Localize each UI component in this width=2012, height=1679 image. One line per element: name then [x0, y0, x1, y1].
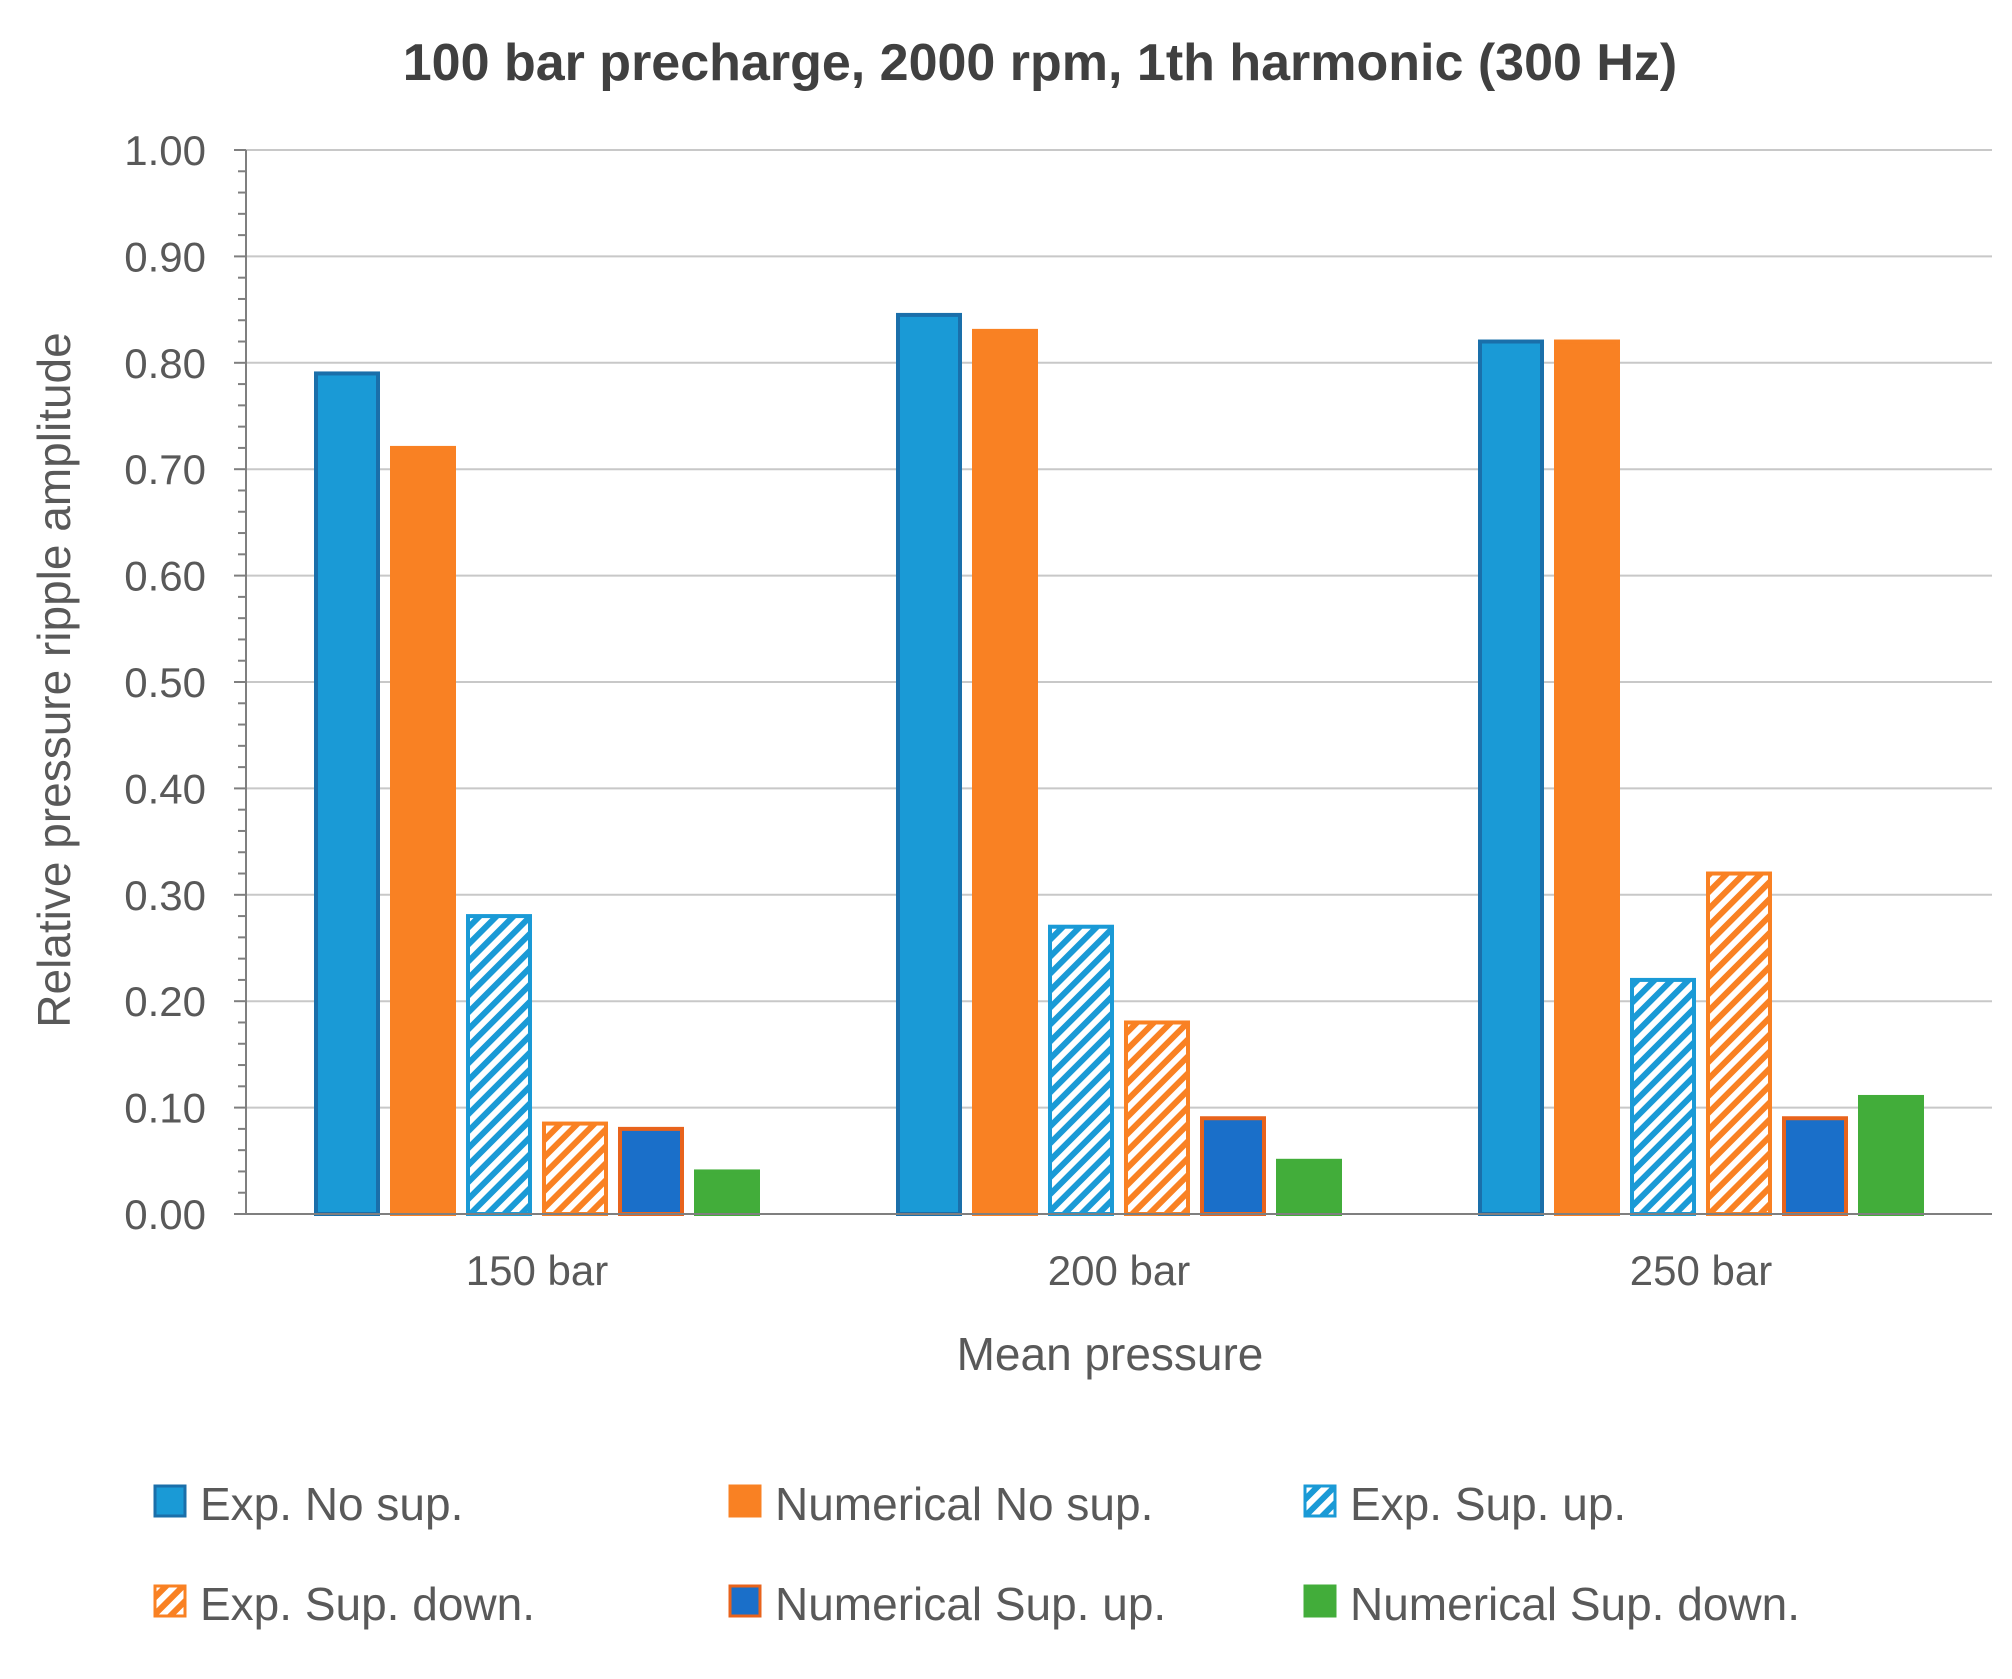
bar	[1200, 1116, 1266, 1216]
y-tick-label: 0.40	[124, 765, 206, 812]
x-axis-title: Mean pressure	[957, 1328, 1264, 1380]
chart-title: 100 bar precharge, 2000 rpm, 1th harmoni…	[403, 34, 1678, 92]
legend-swatch	[1303, 1584, 1337, 1618]
y-axis-title: Relative pressure ripple amplitude	[28, 332, 80, 1027]
grid-layer	[246, 149, 1992, 1109]
bar	[618, 1126, 684, 1217]
y-tick-label: 0.20	[124, 978, 206, 1025]
y-tick-label: 1.00	[124, 127, 206, 174]
y-tick-label: 0.00	[124, 1191, 206, 1238]
legend-label: Numerical Sup. up.	[775, 1578, 1166, 1630]
bar	[390, 445, 456, 1217]
bar	[972, 328, 1038, 1216]
bar	[542, 1121, 608, 1217]
y-tick-label: 0.60	[124, 553, 206, 600]
legend-label: Numerical Sup. down.	[1350, 1578, 1800, 1630]
bar	[1706, 871, 1772, 1217]
legend-swatch	[153, 1584, 187, 1618]
legend-label: Exp. Sup. up.	[1350, 1478, 1626, 1530]
bar	[1124, 1020, 1190, 1216]
bar	[1630, 977, 1696, 1216]
legend-label: Exp. Sup. down.	[200, 1578, 535, 1630]
y-tick-label: 0.50	[124, 659, 206, 706]
bar	[1782, 1116, 1848, 1216]
x-category-label: 150 bar	[466, 1247, 608, 1294]
axis-layer: 0.00 0.10 0.20 0.30 0.40 0.50 0.60 0.70 0.80 0.90…	[124, 127, 1992, 1294]
legend: Exp. No sup. Numerical No sup. Exp. Sup. u…	[153, 1478, 1800, 1630]
bar	[1048, 924, 1114, 1216]
bar	[1276, 1158, 1342, 1217]
bars-layer	[314, 312, 1924, 1217]
bar	[896, 312, 962, 1217]
y-tick-label: 0.80	[124, 340, 206, 387]
bar	[1858, 1094, 1924, 1216]
legend-swatch	[1303, 1484, 1337, 1518]
y-tick-label: 0.70	[124, 446, 206, 493]
legend-swatch	[153, 1484, 187, 1518]
bar	[314, 371, 380, 1216]
x-category-label: 200 bar	[1048, 1247, 1190, 1294]
bar	[466, 914, 532, 1217]
bar	[1554, 339, 1620, 1216]
bar	[694, 1169, 760, 1216]
y-tick-label: 0.30	[124, 872, 206, 919]
legend-label: Numerical No sup.	[775, 1478, 1153, 1530]
x-category-label: 250 bar	[1630, 1247, 1772, 1294]
legend-swatch	[728, 1484, 762, 1518]
y-tick-label: 0.90	[124, 233, 206, 280]
legend-label: Exp. No sup.	[200, 1478, 463, 1530]
bar	[1478, 339, 1544, 1216]
y-tick-label: 0.10	[124, 1085, 206, 1132]
legend-swatch	[728, 1584, 762, 1618]
